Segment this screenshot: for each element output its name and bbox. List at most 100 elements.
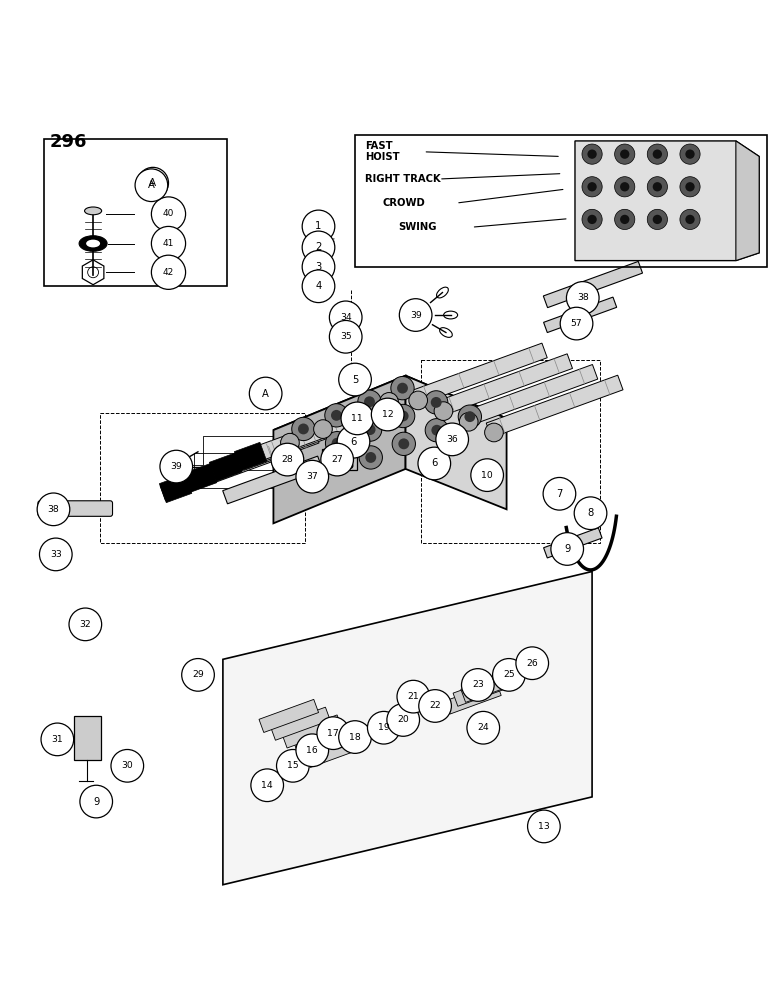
Text: 40: 40 <box>163 209 174 218</box>
Polygon shape <box>544 261 643 308</box>
Circle shape <box>574 497 607 530</box>
Circle shape <box>347 463 353 469</box>
Circle shape <box>271 443 303 476</box>
Circle shape <box>398 411 409 421</box>
Circle shape <box>302 251 335 283</box>
Text: 14: 14 <box>261 781 273 790</box>
Circle shape <box>302 270 335 303</box>
Circle shape <box>397 383 408 394</box>
Circle shape <box>325 432 349 455</box>
Circle shape <box>391 376 414 400</box>
Circle shape <box>80 785 112 818</box>
Polygon shape <box>159 474 192 503</box>
Circle shape <box>346 406 365 425</box>
Ellipse shape <box>84 207 101 215</box>
Circle shape <box>317 717 349 749</box>
Circle shape <box>364 396 375 407</box>
FancyBboxPatch shape <box>38 501 112 516</box>
Text: 3: 3 <box>315 262 321 272</box>
Text: 16: 16 <box>307 746 318 755</box>
Circle shape <box>431 397 441 408</box>
Circle shape <box>419 690 452 722</box>
Circle shape <box>302 210 335 243</box>
Text: A: A <box>262 389 269 399</box>
Circle shape <box>543 477 576 510</box>
Circle shape <box>137 167 168 198</box>
Text: 7: 7 <box>556 489 562 499</box>
Circle shape <box>160 450 193 483</box>
Circle shape <box>325 450 332 456</box>
Polygon shape <box>160 442 286 500</box>
Circle shape <box>339 721 371 753</box>
Ellipse shape <box>79 236 107 251</box>
Text: RIGHT TRACK: RIGHT TRACK <box>365 174 441 184</box>
Text: 15: 15 <box>287 761 299 770</box>
Circle shape <box>464 411 475 422</box>
Circle shape <box>686 149 695 159</box>
Circle shape <box>680 144 700 164</box>
Polygon shape <box>575 141 759 261</box>
Circle shape <box>653 149 662 159</box>
Circle shape <box>516 647 548 680</box>
Circle shape <box>647 144 668 164</box>
Circle shape <box>647 209 668 230</box>
Circle shape <box>582 144 602 164</box>
Polygon shape <box>294 723 353 756</box>
Text: 2: 2 <box>315 242 321 252</box>
Text: 8: 8 <box>587 508 594 518</box>
Circle shape <box>250 377 282 410</box>
Circle shape <box>551 533 583 565</box>
Polygon shape <box>544 528 602 558</box>
Circle shape <box>471 459 503 491</box>
Text: SWING: SWING <box>398 222 436 232</box>
Circle shape <box>365 424 375 435</box>
Text: 1: 1 <box>315 221 321 231</box>
Polygon shape <box>185 428 319 490</box>
Circle shape <box>151 226 186 261</box>
Circle shape <box>467 711 499 744</box>
Circle shape <box>69 608 101 641</box>
Polygon shape <box>736 141 759 261</box>
Circle shape <box>399 299 432 331</box>
Circle shape <box>296 734 328 767</box>
Circle shape <box>251 769 283 802</box>
Text: 38: 38 <box>577 293 589 302</box>
Polygon shape <box>271 707 330 740</box>
Ellipse shape <box>86 240 100 247</box>
Circle shape <box>620 182 629 191</box>
Circle shape <box>331 410 342 421</box>
Circle shape <box>397 680 430 713</box>
Circle shape <box>620 215 629 224</box>
Polygon shape <box>73 716 101 760</box>
Circle shape <box>338 321 353 337</box>
Circle shape <box>151 197 186 231</box>
Polygon shape <box>406 376 506 509</box>
Text: 42: 42 <box>163 268 174 277</box>
Text: 10: 10 <box>481 471 493 480</box>
Polygon shape <box>274 376 506 473</box>
Polygon shape <box>274 376 406 523</box>
Polygon shape <box>453 675 509 706</box>
Circle shape <box>281 433 300 452</box>
Polygon shape <box>282 715 342 748</box>
Circle shape <box>560 307 593 340</box>
Circle shape <box>358 390 381 413</box>
Text: 20: 20 <box>397 715 409 724</box>
Text: 12: 12 <box>381 410 394 419</box>
Text: 35: 35 <box>340 332 352 341</box>
Circle shape <box>587 215 597 224</box>
Circle shape <box>587 182 597 191</box>
Circle shape <box>686 215 695 224</box>
Circle shape <box>324 404 348 427</box>
Circle shape <box>620 149 629 159</box>
Circle shape <box>359 418 381 441</box>
Circle shape <box>493 659 525 691</box>
Circle shape <box>332 438 342 449</box>
Text: FAST
HOIST: FAST HOIST <box>365 141 400 162</box>
Circle shape <box>653 215 662 224</box>
Circle shape <box>337 425 370 458</box>
Polygon shape <box>322 449 357 470</box>
Text: 41: 41 <box>163 239 174 248</box>
Circle shape <box>459 412 478 431</box>
Text: 22: 22 <box>429 701 441 710</box>
